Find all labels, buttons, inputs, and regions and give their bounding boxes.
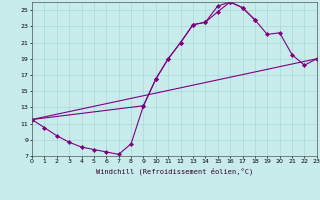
X-axis label: Windchill (Refroidissement éolien,°C): Windchill (Refroidissement éolien,°C)	[96, 167, 253, 175]
